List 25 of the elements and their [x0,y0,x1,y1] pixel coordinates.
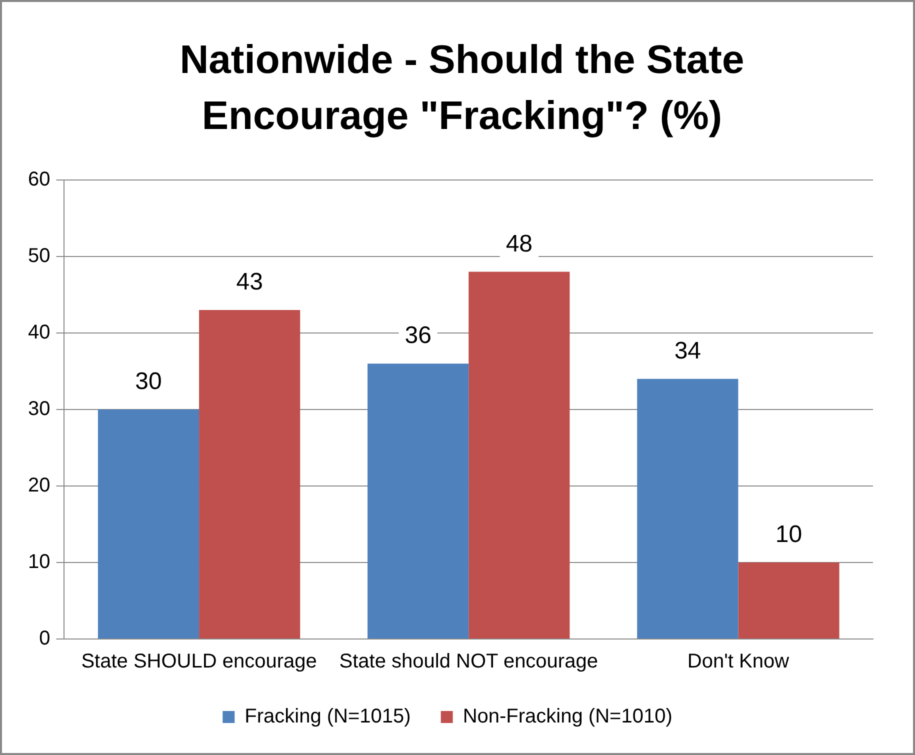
chart-title: Nationwide - Should the State Encourage "Fracking"? (%) [178,37,746,140]
legend-label: Non-Fracking (N=1010) [462,706,672,728]
bar [637,378,738,638]
y-tick-label: 10 [28,551,50,574]
data-label: 34 [674,338,702,365]
data-label: 30 [135,368,162,396]
x-tick-label: State should NOT encourage [339,650,598,673]
bar [98,410,200,638]
y-tick-label: 40 [28,322,50,344]
bar [738,562,840,638]
y-tick-label: 0 [39,628,50,650]
data-label: 10 [775,521,802,548]
y-tick-label: 60 [28,168,50,191]
y-tick-label: 30 [28,398,50,420]
bar [199,310,300,638]
bar [468,272,570,638]
bar [368,364,469,638]
data-label: 43 [236,268,263,296]
data-label: 36 [404,322,432,350]
y-tick-label: 50 [28,245,50,268]
x-tick-label: State SHOULD encourage [81,650,317,673]
x-tick-label: Don't Know [687,650,790,673]
legend-label: Fracking (N=1015) [244,706,411,728]
data-label: 48 [506,230,533,258]
y-tick-label: 20 [28,474,50,497]
